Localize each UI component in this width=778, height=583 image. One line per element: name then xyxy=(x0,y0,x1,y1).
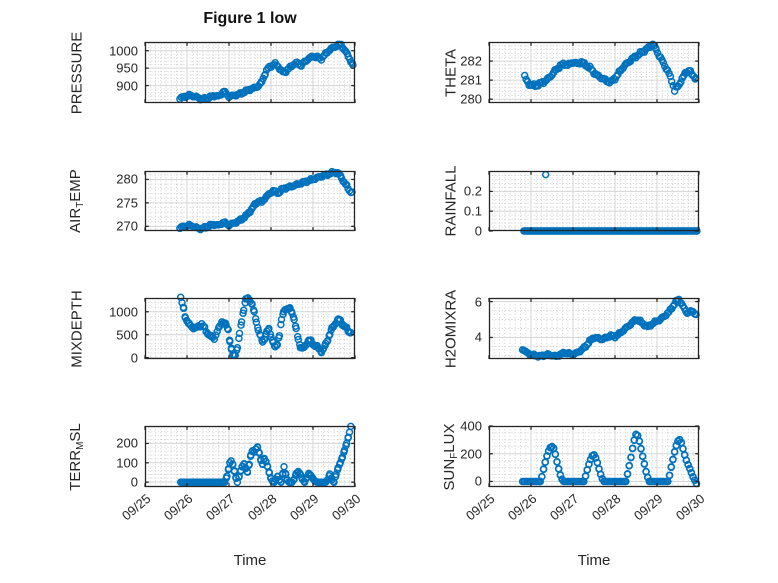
axis-box xyxy=(144,41,356,104)
y-axis-label-text: THETA xyxy=(442,48,460,97)
y-axis-label-text: PRESSURE xyxy=(68,31,86,114)
plot-area-mixdepth xyxy=(144,293,356,360)
plot-area-sun-flux xyxy=(488,425,701,488)
subplot-sun-flux: 0 200 400 09/25 09/26 09/27 09/28 09/29 09/30 xyxy=(460,420,707,524)
minor-grid xyxy=(145,426,355,487)
y-axis-label-text: EMP xyxy=(67,169,84,202)
subplot-air-temp: 270 275 280 xyxy=(116,167,356,234)
y-tick-label: 1000 xyxy=(109,43,138,59)
axis-box xyxy=(488,297,700,360)
axis-box xyxy=(144,170,356,232)
y-axis-label-subscript: M xyxy=(75,441,86,450)
y-axis-label-mixdepth: MIXDEPTH xyxy=(68,289,86,368)
major-grid xyxy=(489,42,699,103)
y-axis-label-text: MIXDEPTH xyxy=(68,289,86,368)
plot-area-air-temp xyxy=(144,167,356,234)
y-tick-label: 200 xyxy=(116,435,138,451)
y-axis-label-rainfall: RAINFALL xyxy=(442,165,460,237)
major-grid xyxy=(489,171,699,231)
subplot-pressure: 900 950 1000 xyxy=(109,40,357,104)
scatter-series-pressure xyxy=(176,40,357,104)
plot-area-rainfall xyxy=(488,170,701,235)
subplot-mixdepth: 0 500 1000 xyxy=(109,293,356,364)
x-axis-label-left: Time xyxy=(233,552,267,569)
x-axis-label-right: Time xyxy=(577,552,611,569)
y-tick-label: 0 xyxy=(474,473,482,489)
minor-grid xyxy=(489,42,699,103)
y-axis-label-text: SL xyxy=(67,422,84,442)
y-tick-label: 0 xyxy=(130,350,138,366)
y-axis-label-theta: THETA xyxy=(442,48,460,97)
y-tick-label: 280 xyxy=(116,171,138,187)
axis-box xyxy=(488,170,700,232)
plot-area-theta xyxy=(488,40,700,104)
y-axis-label-text: AIR xyxy=(67,207,84,233)
y-tick-label: 400 xyxy=(460,418,482,434)
y-axis-label-terr-msl: TERRMSL xyxy=(67,422,86,491)
y-tick-label: 500 xyxy=(116,327,138,343)
y-tick-label: 200 xyxy=(460,446,482,462)
y-tick-label: 900 xyxy=(116,78,138,94)
y-axis-label-text: LUX xyxy=(441,423,458,453)
y-axis-label-text: SUN xyxy=(441,458,458,490)
y-tick-label: 6 xyxy=(474,294,482,310)
subplot-terr-msl: 0 100 200 09/25 09/26 09/27 09/28 09/29 09/30 xyxy=(116,422,363,523)
y-tick-label: 270 xyxy=(116,218,138,234)
y-tick-label: 1000 xyxy=(109,304,138,320)
figure-title: Figure 1 low xyxy=(203,10,297,27)
y-tick-label: 4 xyxy=(474,329,482,345)
minor-grid xyxy=(145,171,355,231)
y-axis-label-pressure: PRESSURE xyxy=(68,31,86,114)
y-tick-label: 275 xyxy=(116,195,138,211)
y-tick-label: 100 xyxy=(116,455,138,471)
y-tick-label: 0.2 xyxy=(463,183,482,199)
axis-box xyxy=(144,425,356,488)
plot-area-pressure xyxy=(144,40,357,104)
subplot-rainfall: 0 0.1 0.2 xyxy=(464,170,701,238)
axis-box xyxy=(488,425,700,488)
y-axis-label-text: TERR xyxy=(67,449,84,491)
y-axis-label-text: RAINFALL xyxy=(442,165,460,237)
minor-grid xyxy=(489,426,699,487)
y-tick-label: 281 xyxy=(460,72,482,88)
y-axis-label-air-temp: AIRTEMP xyxy=(67,169,86,233)
scatter-series-sun-flux xyxy=(518,430,701,488)
y-axis-label-sun-flux: SUNFLUX xyxy=(441,423,460,490)
y-tick-label: 282 xyxy=(460,53,482,69)
scatter-series-mixdepth xyxy=(176,293,355,359)
axis-box xyxy=(488,41,700,104)
plot-area-h2omixra xyxy=(488,295,700,361)
subplot-theta: 280 281 282 xyxy=(460,40,700,106)
y-tick-label: 950 xyxy=(116,60,138,76)
y-axis-label-subscript: F xyxy=(449,452,460,459)
y-tick-label: 0.1 xyxy=(463,203,482,219)
scatter-series-theta xyxy=(520,40,700,95)
y-tick-label: 280 xyxy=(460,91,482,107)
axis-box xyxy=(144,297,356,360)
y-axis-label-h2omixra: H2OMIXRA xyxy=(442,289,460,368)
minor-grid xyxy=(489,171,699,231)
plot-area-terr-msl xyxy=(144,422,356,488)
y-tick-label: 0 xyxy=(474,223,482,239)
y-axis-label-subscript: T xyxy=(75,201,86,208)
y-axis-label-text: H2OMIXRA xyxy=(442,289,460,368)
y-tick-label: 0 xyxy=(130,474,138,490)
